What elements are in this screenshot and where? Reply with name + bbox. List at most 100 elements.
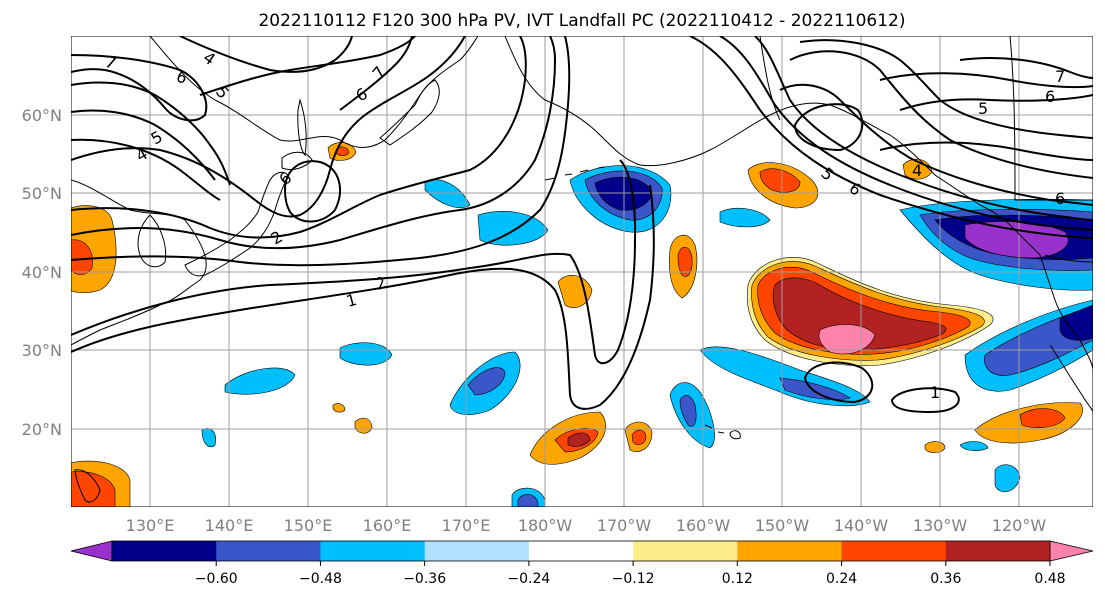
colorbar-swatch: [633, 541, 738, 561]
coastline-sakhalin: [297, 98, 307, 157]
pv-contour-ridge-3: [754, 36, 1093, 221]
colorbar-tick-label: −0.12: [612, 571, 655, 587]
pv-contour-ridge-4: [779, 83, 1093, 206]
coastline-hawaii: [704, 424, 741, 440]
positive-anomaly-8-core: [71, 471, 116, 507]
pv-contour-6-nw: [71, 81, 231, 186]
contour-label: 1: [344, 290, 359, 311]
pv-contour-1-loop-b: [890, 387, 960, 414]
pv-contour-ridge-1: [689, 36, 1093, 239]
colorbar-extend-min: [70, 540, 113, 562]
positive-anomaly-13: [924, 441, 946, 453]
pv-contour-2: [71, 159, 637, 365]
positive-anomaly-2-core: [677, 246, 693, 277]
pv-contour-ne-6: [879, 72, 1093, 89]
negative-anomaly-7-core: [779, 377, 851, 400]
coastline-philippines: [74, 469, 101, 503]
negative-anomaly-8-core: [679, 395, 697, 427]
pv-contour-5-top: [199, 36, 416, 96]
colorbar-swatch: [424, 541, 530, 561]
negative-anomaly-4: [339, 342, 393, 366]
lon-tick-label: 180°W: [518, 516, 573, 535]
lon-tick-label: 140°W: [834, 516, 889, 535]
pv-contour-1: [71, 184, 655, 410]
positive-anomaly-5: [557, 275, 593, 309]
colorbar-swatch: [945, 541, 1051, 561]
pv-contour-loop-gulf: [793, 103, 864, 152]
lon-tick-label: 160°W: [676, 516, 731, 535]
latitude-tick-labels: 60°N 50°N 40°N 30°N 20°N: [22, 106, 62, 439]
colorbar-tick-label: −0.36: [403, 571, 446, 587]
graticule: [71, 36, 1093, 507]
colorbar-swatch: [216, 541, 321, 561]
positive-anomaly-6-core: [1019, 408, 1066, 428]
coastline-baja: [1049, 344, 1093, 413]
negative-anomaly-3: [719, 207, 771, 228]
colorbar-tick-label: −0.60: [195, 571, 238, 587]
pv-contour-6-loop: [283, 160, 341, 223]
pv-contour-ridge-6: [799, 39, 1093, 139]
coastline-aleutians: [544, 166, 606, 181]
lon-tick-label: 150°W: [755, 516, 810, 535]
lon-tick-label: 140°E: [205, 516, 254, 535]
positive-anomaly-4-core: [631, 429, 647, 445]
colorbar-frame: [111, 540, 1051, 562]
colorbar-swatch: [112, 541, 217, 561]
positive-anomaly-12: [332, 403, 346, 413]
colorbar-tick-label: 0.24: [826, 571, 857, 587]
lon-tick-label: 150°E: [284, 516, 333, 535]
negative-anomaly-6-core: [467, 367, 506, 396]
contour-label: 1: [930, 383, 940, 402]
colorbar-tick-label: −0.48: [299, 571, 342, 587]
pv-contour-7-top: [339, 36, 413, 111]
coastline-uswest: [1039, 254, 1093, 371]
pv-contour-7-nw: [71, 54, 208, 122]
negative-anomaly-10-core: [517, 494, 539, 507]
pv-contour-4-nw: [71, 138, 221, 201]
pv-contour-ridge-5: [789, 50, 1093, 179]
pv-contour-5: [71, 36, 527, 239]
positive-anomaly-9-core: [335, 146, 350, 156]
colorbar: −0.60 −0.48 −0.36 −0.24 −0.12 0.12 0.24 0.36 0.4…: [70, 540, 1094, 587]
lat-tick-label: 30°N: [22, 341, 62, 360]
lon-tick-label: 130°E: [126, 516, 175, 535]
lat-tick-label: 40°N: [22, 263, 62, 282]
lat-tick-label: 60°N: [22, 106, 62, 125]
positive-anomaly-1-core: [759, 168, 801, 193]
contour-label: 4: [912, 161, 922, 180]
colorbar-swatch: [320, 541, 426, 561]
contour-label: 6: [1055, 189, 1065, 208]
pv-contour-ne-5: [899, 94, 1093, 111]
negative-anomaly-5: [224, 367, 296, 395]
colorbar-swatch: [528, 541, 634, 561]
figure-title: 2022110112 F120 300 hPa PV, IVT Landfall…: [258, 11, 905, 31]
colorbar-tick-label: 0.36: [930, 571, 961, 587]
colorbar-swatch: [841, 541, 947, 561]
map-panel: 7 6 4 5 5 4 6 2 1 7 6 2 5 6 7 5 6 6 1 4: [71, 36, 1093, 507]
coastline-kamchatka: [379, 79, 440, 146]
pv-contour-4: [71, 36, 557, 250]
positive-anomaly-11: [354, 417, 373, 434]
colorbar-swatch: [737, 541, 843, 561]
pv-contour-3: [71, 36, 571, 267]
contour-label: 5: [978, 99, 988, 118]
colorbar-tick-label: 0.12: [722, 571, 753, 587]
pv-contour-4-top: [179, 36, 353, 73]
negative-anomaly-12: [959, 441, 989, 451]
contour-label: 6: [1045, 87, 1055, 106]
pv-contour-ne-4: [879, 141, 1093, 161]
coastline-bc: [889, 134, 1041, 256]
ivt-shading: [71, 142, 1093, 507]
negative-anomaly-2: [424, 179, 471, 209]
pv-contour-5-nw: [71, 109, 216, 181]
pv-contour-1-loop-a: [803, 361, 874, 404]
lon-tick-label: 130°W: [913, 516, 968, 535]
lon-tick-label: 120°W: [992, 516, 1047, 535]
coastline-russia-fe: [149, 36, 479, 148]
pv-contour-ne-7: [959, 57, 1093, 79]
pv-contours: [71, 36, 1093, 414]
contour-label: 7: [1055, 67, 1065, 86]
longitude-tick-labels: 130°E 140°E 150°E 160°E 170°E 180°W 170°W 160°W…: [126, 516, 1047, 535]
pv-contour-ridge-2: [719, 36, 1093, 231]
